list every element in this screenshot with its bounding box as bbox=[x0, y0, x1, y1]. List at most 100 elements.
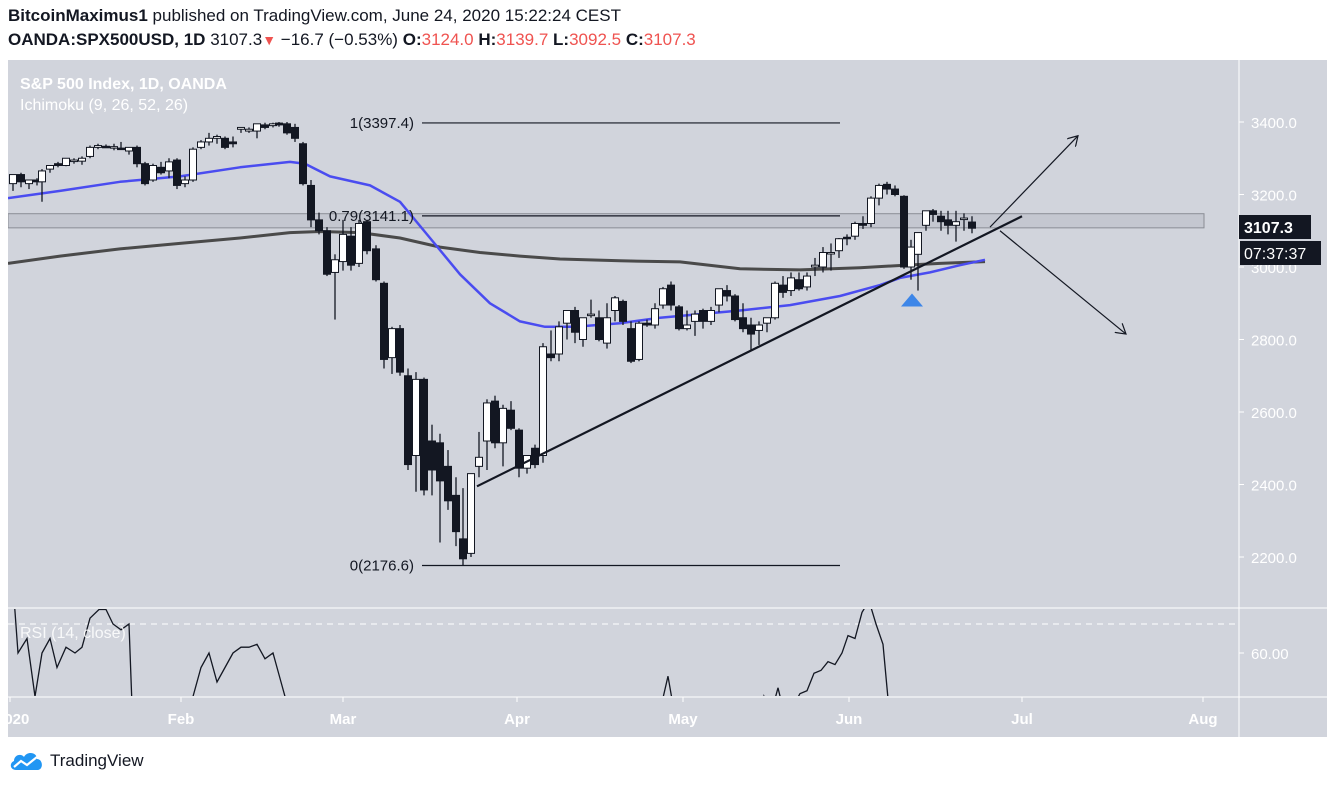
time-tick-label: Feb bbox=[168, 711, 195, 728]
open-label: O: bbox=[402, 30, 422, 49]
candle-down bbox=[595, 317, 603, 340]
candle-up bbox=[213, 136, 221, 139]
candle-up bbox=[181, 179, 189, 185]
close-value: 3107.3 bbox=[643, 30, 696, 49]
candle-down bbox=[420, 378, 428, 491]
candle-down bbox=[900, 195, 908, 268]
candle-down bbox=[452, 494, 460, 533]
candle-down bbox=[141, 163, 149, 185]
candle-up bbox=[197, 141, 205, 148]
fib-level-label: 1(3397.4) bbox=[350, 115, 414, 132]
candle-down bbox=[779, 284, 787, 293]
candle-down bbox=[117, 147, 125, 151]
candle-down bbox=[619, 300, 627, 322]
candle-up bbox=[412, 378, 420, 456]
low-label: L: bbox=[553, 30, 570, 49]
candle-down bbox=[739, 317, 747, 330]
tradingview-cloud-icon[interactable] bbox=[8, 750, 44, 772]
candle-down bbox=[944, 219, 952, 226]
fib-level-label: 0(2176.6) bbox=[350, 557, 414, 574]
candle-down bbox=[515, 429, 523, 469]
candle-down bbox=[883, 183, 891, 190]
candle-down bbox=[54, 163, 62, 166]
candle-up bbox=[25, 179, 33, 185]
bullish-arrow bbox=[989, 136, 1078, 228]
candle-down bbox=[843, 236, 851, 240]
price-change: −16.7 (−0.53%) bbox=[280, 30, 398, 49]
down-triangle-icon: ▼ bbox=[262, 32, 277, 48]
chart-background bbox=[8, 60, 1327, 737]
candle-up bbox=[70, 159, 78, 163]
candle-down bbox=[428, 440, 436, 471]
candle-down bbox=[102, 145, 110, 149]
candle-up bbox=[914, 232, 922, 255]
publish-info: BitcoinMaximus1 published on TradingView… bbox=[8, 6, 621, 26]
candle-up bbox=[388, 328, 396, 359]
candle-up bbox=[110, 146, 118, 149]
last-price-label: 3107.3 bbox=[1244, 220, 1293, 237]
candle-up bbox=[875, 184, 883, 199]
candle-down bbox=[229, 141, 237, 145]
candle-up bbox=[867, 197, 875, 224]
candle-up bbox=[603, 317, 611, 344]
candle-down bbox=[723, 290, 731, 297]
candle-up bbox=[539, 346, 547, 456]
candle-up bbox=[46, 165, 54, 170]
time-tick-label: Jun bbox=[836, 711, 863, 728]
tradingview-brand[interactable]: TradingView bbox=[50, 751, 144, 770]
candle-up bbox=[331, 259, 339, 273]
candle-down bbox=[363, 221, 371, 252]
candle-up bbox=[811, 264, 819, 268]
last-price-badge bbox=[1239, 215, 1311, 239]
candle-down bbox=[675, 306, 683, 330]
candle-up bbox=[922, 210, 930, 226]
candle-up bbox=[86, 146, 94, 157]
candle-up bbox=[165, 161, 173, 172]
close-label: C: bbox=[625, 30, 644, 49]
candle-up bbox=[563, 310, 571, 324]
candle-down bbox=[795, 279, 803, 290]
candle-up bbox=[611, 297, 619, 311]
price-tick-label: 2800.0 bbox=[1251, 333, 1297, 350]
candle-down bbox=[507, 409, 515, 429]
rsi-label[interactable]: RSI (14, close) bbox=[20, 625, 126, 642]
support-trendline bbox=[476, 215, 1023, 488]
candle-down bbox=[667, 284, 675, 306]
candle-down bbox=[747, 324, 755, 335]
candle-up bbox=[827, 252, 835, 255]
candle-down bbox=[396, 328, 404, 373]
price-tick-label: 2200.0 bbox=[1251, 550, 1297, 567]
candle-down bbox=[133, 146, 141, 165]
candle-down bbox=[404, 375, 412, 466]
candle-up bbox=[38, 170, 46, 183]
candle-down bbox=[17, 174, 25, 183]
candle-up bbox=[78, 157, 86, 162]
candle-up bbox=[245, 128, 253, 132]
candle-up bbox=[715, 288, 723, 306]
candle-up bbox=[787, 277, 795, 292]
indicator-label[interactable]: Ichimoku (9, 26, 52, 26) bbox=[20, 97, 188, 114]
candle-down bbox=[891, 188, 899, 195]
high-value: 3139.7 bbox=[496, 30, 549, 49]
candle-down bbox=[643, 322, 651, 326]
countdown-label: 07:37:37 bbox=[1244, 246, 1306, 263]
candle-up bbox=[125, 146, 133, 152]
candle-up bbox=[803, 275, 811, 288]
candle-down bbox=[459, 538, 467, 560]
publish-text: published on TradingView.com, June 24, 2… bbox=[147, 6, 621, 25]
up-triangle-marker-icon bbox=[901, 293, 923, 307]
candle-up bbox=[205, 137, 213, 143]
candle-up bbox=[960, 217, 968, 221]
time-tick-label: Jul bbox=[1011, 711, 1033, 728]
candle-up bbox=[579, 317, 587, 340]
candle-down bbox=[436, 442, 444, 482]
candle-down bbox=[261, 124, 269, 128]
price-tick-label: 3400.0 bbox=[1251, 115, 1297, 132]
rsi-tick-label: 60.00 bbox=[1251, 646, 1289, 663]
fib-level-label: 0.79(3141.1) bbox=[329, 208, 414, 225]
author-name[interactable]: BitcoinMaximus1 bbox=[8, 6, 148, 25]
candle-up bbox=[237, 126, 245, 130]
candle-up bbox=[707, 310, 715, 322]
candle-down bbox=[937, 215, 945, 223]
